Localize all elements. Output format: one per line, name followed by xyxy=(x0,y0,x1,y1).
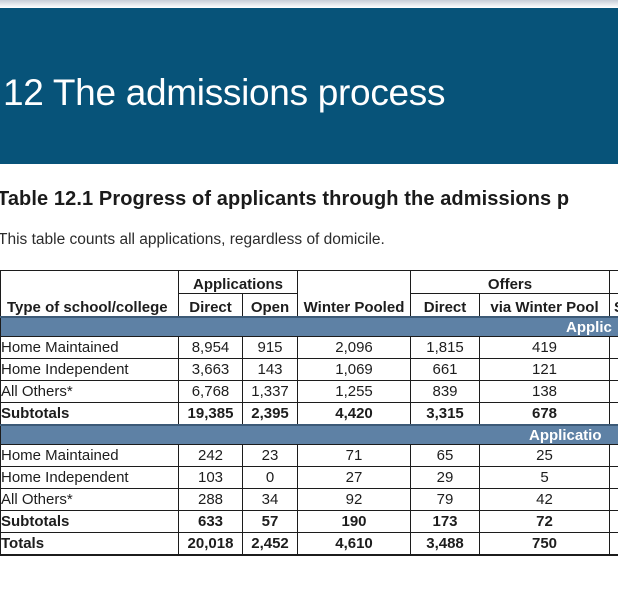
value-cell: 27 xyxy=(297,466,412,489)
value-cell: 20,018 xyxy=(178,532,243,556)
table-header: Type of school/college Applications Wint… xyxy=(0,270,618,318)
row-label-cell: Home Independent xyxy=(0,358,179,381)
column-header-open: Open xyxy=(241,293,299,318)
column-header-direct-applications: Direct xyxy=(178,293,243,318)
section-band-row-1: Applic xyxy=(0,316,618,337)
table-row: Totals 20,018 2,452 4,610 3,488 750 xyxy=(0,532,618,556)
value-cell: 23 xyxy=(241,444,299,467)
value-cell: 65 xyxy=(410,444,481,467)
value-cell: 19,385 xyxy=(178,402,243,426)
value-cell: 121 xyxy=(479,358,611,381)
table-row: Subtotals 633 57 190 173 72 xyxy=(0,510,618,533)
value-cell: 661 xyxy=(410,358,481,381)
value-cell: 242 xyxy=(178,444,243,467)
row-label-cell: Home Maintained xyxy=(0,444,179,467)
chapter-title: 12 The admissions process xyxy=(3,72,446,113)
admissions-table: Type of school/college Applications Wint… xyxy=(0,270,618,556)
value-cell: 3,663 xyxy=(178,358,243,381)
table-note: This table counts all applications, rega… xyxy=(0,231,385,248)
row-label-cell: Home Independent xyxy=(0,466,179,489)
table-header-row-columns: Direct Open Direct via Winter Pool S xyxy=(1,293,618,318)
table-row: Home Maintained 8,954 915 2,096 1,815 419 xyxy=(0,336,618,359)
value-cell: 190 xyxy=(297,510,412,533)
row-label-cell: Subtotals xyxy=(0,510,179,533)
value-cell: 79 xyxy=(410,488,481,511)
group-header-cut xyxy=(609,270,618,294)
section-band-label: Applicatio xyxy=(529,426,602,444)
value-cell: 5 xyxy=(479,466,611,489)
value-cell: 25 xyxy=(479,444,611,467)
column-header-type: Type of school/college xyxy=(0,270,179,318)
table-row: Subtotals 19,385 2,395 4,420 3,315 678 xyxy=(0,402,618,426)
value-cell: 1,255 xyxy=(297,380,412,403)
value-cell: 4,610 xyxy=(297,532,412,556)
section-band-label: Applic xyxy=(566,318,612,336)
value-cell: 71 xyxy=(297,444,412,467)
table-row: All Others* 6,768 1,337 1,255 839 138 xyxy=(0,380,618,403)
value-cell: 915 xyxy=(241,336,299,359)
value-cell: 288 xyxy=(178,488,243,511)
top-strip xyxy=(0,0,618,8)
table-row: Home Independent 3,663 143 1,069 661 121 xyxy=(0,358,618,381)
column-header-via-winter-pool: via Winter Pool xyxy=(479,293,611,318)
value-cell: 92 xyxy=(297,488,412,511)
table-header-row-groups: Type of school/college Applications Wint… xyxy=(0,270,618,318)
value-cell: 750 xyxy=(479,532,611,556)
value-cell: 839 xyxy=(410,380,481,403)
cut-value-cell xyxy=(609,510,618,533)
value-cell: 29 xyxy=(410,466,481,489)
value-cell: 3,315 xyxy=(410,402,481,426)
cut-value-cell xyxy=(609,488,618,511)
value-cell: 1,337 xyxy=(241,380,299,403)
value-cell: 2,096 xyxy=(297,336,412,359)
value-cell: 103 xyxy=(178,466,243,489)
value-cell: 2,452 xyxy=(241,532,299,556)
cut-value-cell xyxy=(609,402,618,426)
row-label-cell: Home Maintained xyxy=(0,336,179,359)
cut-value-cell xyxy=(609,358,618,381)
cut-value-cell xyxy=(609,336,618,359)
table-heading: Table 12.1 Progress of applicants throug… xyxy=(0,188,570,210)
table-body: Applic Home Maintained 8,954 915 2,096 1,815 4… xyxy=(0,316,618,556)
value-cell: 34 xyxy=(241,488,299,511)
group-header-applications: Applications xyxy=(177,270,299,294)
section-band-row-2: Applicatio xyxy=(0,424,618,445)
value-cell: 2,395 xyxy=(241,402,299,426)
cut-value-cell xyxy=(609,380,618,403)
row-label-cell: All Others* xyxy=(0,380,179,403)
value-cell: 0 xyxy=(241,466,299,489)
value-cell: 3,488 xyxy=(410,532,481,556)
table-row: All Others* 288 34 92 79 42 xyxy=(0,488,618,511)
value-cell: 1,069 xyxy=(297,358,412,381)
cut-value-cell xyxy=(609,532,618,556)
group-header-offers: Offers xyxy=(410,270,611,294)
row-label-cell: All Others* xyxy=(0,488,179,511)
value-cell: 57 xyxy=(241,510,299,533)
table-row: Home Independent 103 0 27 29 5 xyxy=(0,466,618,489)
cut-value-cell xyxy=(609,444,618,467)
column-header-winter-pooled: Winter Pooled xyxy=(297,270,412,318)
column-header-cut-fragment: S xyxy=(609,293,618,318)
value-cell: 1,815 xyxy=(410,336,481,359)
section-band-cell: Applicatio xyxy=(0,424,618,445)
value-cell: 173 xyxy=(410,510,481,533)
value-cell: 42 xyxy=(479,488,611,511)
cut-value-cell xyxy=(609,466,618,489)
value-cell: 143 xyxy=(241,358,299,381)
section-band-cell: Applic xyxy=(0,316,618,337)
row-label-cell: Totals xyxy=(0,532,179,556)
value-cell: 678 xyxy=(479,402,611,426)
chapter-header-band: 12 The admissions process xyxy=(0,8,618,164)
value-cell: 4,420 xyxy=(297,402,412,426)
value-cell: 633 xyxy=(178,510,243,533)
value-cell: 8,954 xyxy=(178,336,243,359)
value-cell: 138 xyxy=(479,380,611,403)
value-cell: 6,768 xyxy=(178,380,243,403)
row-label-cell: Subtotals xyxy=(0,402,179,426)
table-row: Home Maintained 242 23 71 65 25 xyxy=(0,444,618,467)
column-header-direct-offers: Direct xyxy=(410,293,481,318)
value-cell: 72 xyxy=(479,510,611,533)
value-cell: 419 xyxy=(479,336,611,359)
